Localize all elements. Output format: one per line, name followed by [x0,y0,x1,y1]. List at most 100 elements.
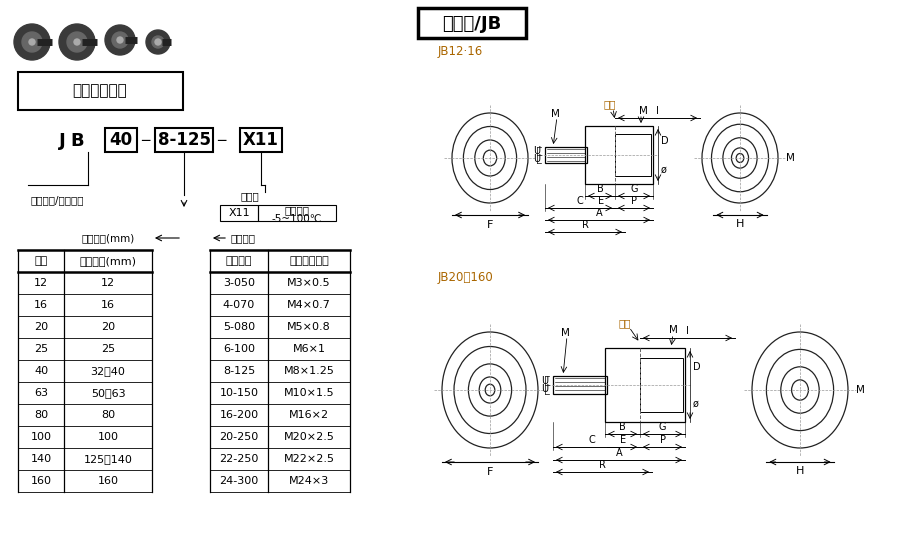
Text: M10×1.5: M10×1.5 [284,388,335,398]
Text: 螺纹称呼: 螺纹称呼 [230,233,255,243]
Text: M22×2.5: M22×2.5 [283,454,335,464]
Text: 20: 20 [100,322,115,332]
Text: X11: X11 [243,131,279,149]
Text: J B: J B [59,132,86,150]
Text: 适合缸径(mm): 适合缸径(mm) [79,256,136,266]
Text: M: M [668,325,678,335]
Text: 80: 80 [34,410,48,420]
Text: 8-125: 8-125 [158,131,210,149]
Text: M: M [639,106,647,116]
Text: E: E [598,196,604,206]
Bar [418,8,526,38]
Text: G: G [631,184,638,194]
Text: F: F [487,220,493,230]
Text: D: D [661,136,668,145]
Text: 球心: 球心 [619,318,632,328]
Text: M16×2: M16×2 [289,410,329,420]
Text: M: M [561,328,570,338]
Bar [585,126,653,184]
Text: 基本型/JB: 基本型/JB [443,15,502,33]
Text: I: I [656,106,659,116]
Text: M: M [856,385,865,395]
Text: 80: 80 [100,410,115,420]
Text: U: U [533,154,540,164]
Bar [18,72,183,110]
Circle shape [146,30,170,54]
Text: 40: 40 [34,366,48,376]
Text: 63: 63 [34,388,48,398]
Text: 20: 20 [34,322,48,332]
Bar [258,205,336,221]
Circle shape [117,37,123,43]
Text: U: U [533,146,540,156]
Text: 适合缸径(mm): 适合缸径(mm) [81,233,135,243]
Text: M: M [550,109,560,119]
Text: ø: ø [661,165,667,175]
Text: P: P [631,196,637,206]
Text: A: A [596,208,602,218]
Text: 20-250: 20-250 [219,432,259,442]
Text: 4-070: 4-070 [223,300,255,310]
Text: E: E [621,435,627,445]
Text: 高温规格: 高温规格 [285,205,310,215]
Circle shape [22,32,42,52]
Text: G: G [658,422,667,432]
Text: 6-100: 6-100 [223,344,255,354]
Text: H: H [736,219,744,229]
Circle shape [67,32,87,52]
Text: U: U [541,376,548,385]
Text: X11: X11 [228,208,250,218]
Circle shape [112,32,128,48]
Text: C: C [576,196,584,206]
Bar [545,147,587,163]
Text: 100: 100 [98,432,119,442]
Text: I: I [686,326,689,336]
Text: 32、40: 32、40 [90,366,125,376]
Circle shape [152,36,164,48]
Text: 25: 25 [100,344,115,354]
Text: 16: 16 [34,300,48,310]
Text: 24-300: 24-300 [219,476,259,486]
Text: M24×3: M24×3 [289,476,329,486]
Text: 5-080: 5-080 [223,322,255,332]
Text: JB20～160: JB20～160 [438,272,494,285]
Text: B: B [620,422,626,432]
Text: 12: 12 [100,278,115,288]
Text: 40: 40 [110,131,133,149]
Text: 160: 160 [98,476,119,486]
Text: 薄型气缸/内螺纹型: 薄型气缸/内螺纹型 [30,195,84,205]
Circle shape [14,24,50,60]
Text: 3-050: 3-050 [223,278,255,288]
Text: JB12·16: JB12·16 [438,46,483,58]
Circle shape [155,39,161,45]
Text: 140: 140 [30,454,52,464]
Text: 可选项: 可选项 [240,191,259,201]
Text: F: F [487,467,493,477]
Text: 22-250: 22-250 [219,454,259,464]
Circle shape [74,39,80,45]
Text: M3×0.5: M3×0.5 [287,278,331,288]
Text: D: D [693,361,701,371]
Text: U: U [541,384,548,394]
Text: M: M [786,153,795,163]
Text: -5~100℃: -5~100℃ [272,214,322,224]
Text: 12: 12 [34,278,48,288]
Text: R: R [582,220,588,230]
Circle shape [59,24,95,60]
Text: ─: ─ [141,134,149,148]
Text: 记号: 记号 [34,256,48,266]
Text: R: R [599,460,606,470]
Text: 螺纹称呼: 螺纹称呼 [226,256,253,266]
Text: ─: ─ [217,134,225,148]
Text: P: P [659,435,666,445]
Text: M4×0.7: M4×0.7 [287,300,331,310]
Text: 50、63: 50、63 [90,388,125,398]
Text: H: H [796,466,804,476]
Text: M20×2.5: M20×2.5 [284,432,335,442]
Bar [220,205,258,221]
Circle shape [29,39,35,45]
Text: A: A [616,448,622,458]
Text: 16: 16 [101,300,115,310]
Text: 球心: 球心 [604,99,616,109]
Text: 25: 25 [34,344,48,354]
